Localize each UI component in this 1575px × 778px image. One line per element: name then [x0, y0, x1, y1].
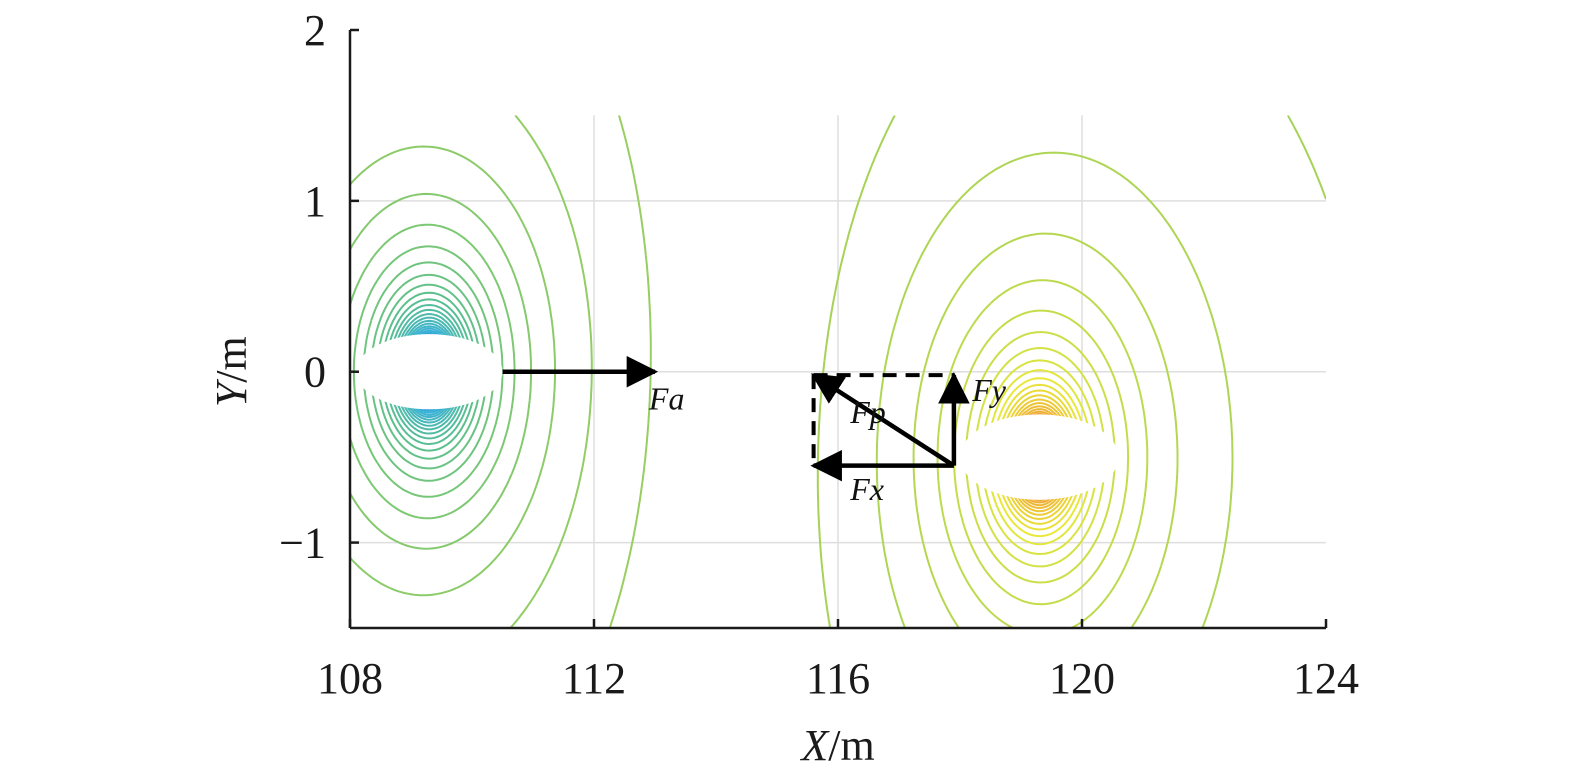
x-tick-label: 124: [1293, 654, 1359, 703]
y-axis-label: Y/m: [207, 336, 256, 407]
y-tick-label: 0: [304, 348, 326, 397]
force-label-fy: Fy: [971, 372, 1007, 408]
force-label-fp: Fp: [849, 394, 886, 430]
x-tick-label: 116: [806, 654, 870, 703]
force-vectors: [503, 372, 954, 466]
x-axis-label: X/m: [799, 721, 874, 770]
x-tick-label: 120: [1049, 654, 1115, 703]
obstacle-ellipse: [960, 414, 1119, 499]
force-label-fx: Fx: [849, 471, 884, 507]
x-tick-label: 108: [317, 654, 383, 703]
x-tick-label: 112: [562, 654, 626, 703]
attractor-ellipse: [356, 334, 502, 409]
y-tick-label: −1: [279, 519, 326, 568]
y-tick-label: 1: [304, 177, 326, 226]
y-tick-label: 2: [304, 6, 326, 55]
force-label-fa: Fa: [648, 380, 685, 416]
